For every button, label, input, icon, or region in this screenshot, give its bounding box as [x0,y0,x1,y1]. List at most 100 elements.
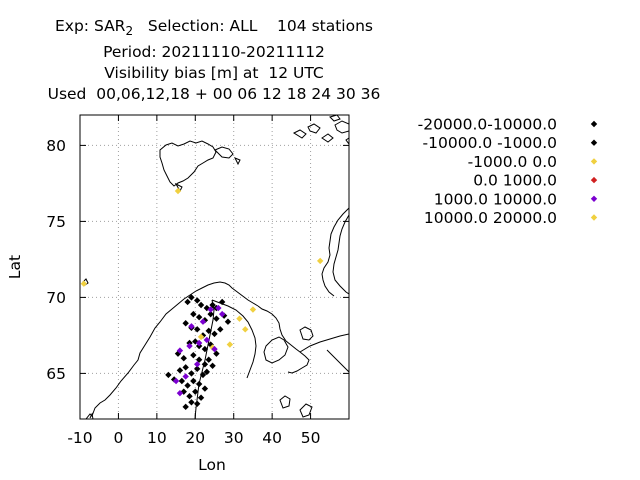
data-point [207,310,214,318]
data-point [188,294,195,301]
data-point [316,257,324,265]
legend-label: 0.0 1000.0 [473,172,557,190]
data-point [249,306,257,313]
legend-marker [590,120,598,128]
legend-marker [590,214,598,221]
data-point [190,377,197,385]
data-point [184,298,191,306]
data-point [194,365,201,373]
data-point [211,330,218,338]
data-point [195,339,203,347]
data-point [176,389,184,397]
data-point [165,371,172,379]
data-point [201,385,209,392]
y-tick-label: 80 [46,137,66,155]
grid [79,115,349,419]
data-point [213,350,220,357]
y-tick-label: 70 [46,289,66,307]
data-point [205,327,212,335]
data-point [194,400,201,407]
data-point [209,301,216,309]
data-point [172,377,180,385]
data-point [195,380,203,388]
title-exp-subscript: 2 [125,24,134,39]
data-point [188,370,195,377]
data-point [213,315,220,322]
x-tick-label: 20 [185,429,205,447]
data-point [201,361,209,368]
x-tick-label: 50 [301,429,321,447]
data-point [195,356,203,363]
data-point [188,323,195,330]
x-tick-label: -10 [67,429,92,447]
data-point [80,280,88,287]
data-point [194,326,201,333]
data-point [174,350,182,357]
legend-label: 1000.0 10000.0 [434,190,557,208]
plot-frame [79,114,350,420]
data-point [176,367,184,374]
data-point [182,320,189,327]
data-point [226,341,234,348]
data-point [203,336,211,344]
data-point [218,298,226,306]
data-point [199,371,207,379]
data-point [194,361,201,368]
legend-label: -10000.0 -1000.0 [423,134,557,152]
chart-title: Exp: SAR2 Selection: ALL 104 stations Pe… [0,16,428,105]
data-point [186,393,193,400]
title-line-4: Used 00,06,12,18 + 00 06 12 18 24 30 36 [47,85,381,104]
data-points [80,187,324,411]
legend-label: -1000.0 0.0 [468,153,557,171]
data-point [236,315,243,322]
title-line-2: Period: 20211110-20211112 [103,43,325,62]
coastline-map [82,115,349,419]
legend-marker [590,195,598,202]
axes: -10 0 10 20 30 40 50 65 70 75 80 [46,115,349,447]
legend-label: -20000.0-10000.0 [418,116,557,134]
legend-marker [590,139,598,146]
data-point [220,312,228,319]
y-axis-label: Lat [6,255,24,279]
title-exp: Exp: SAR [55,17,126,35]
data-point [192,388,199,395]
data-point [176,347,184,354]
data-point [182,403,189,411]
legend-marker [590,158,598,165]
data-point [203,368,211,376]
data-point [207,306,214,313]
legend-label: 10000.0 20000.0 [424,209,557,227]
data-point [190,310,197,318]
data-point [190,351,197,359]
y-tick-label: 65 [46,365,66,383]
data-point [197,394,205,401]
x-axis-label: Lon [198,456,226,474]
y-tick-label: 75 [46,213,66,231]
data-point [194,297,201,304]
x-tick-label: 0 [113,429,123,447]
data-point [201,345,209,353]
data-point [178,377,186,385]
data-point [188,399,195,406]
data-point [209,362,216,369]
data-point [218,310,226,318]
data-point [182,364,189,371]
data-point [199,318,207,325]
data-point [184,382,191,389]
data-point [182,373,189,380]
data-point [174,187,182,195]
x-tick-label: 10 [147,429,167,447]
title-selection: Selection: ALL 104 stations [133,17,373,35]
data-point [215,304,222,312]
x-tick-label: 30 [224,429,244,447]
data-point [195,313,203,321]
data-point [224,318,232,325]
title-line-1: Exp: SAR2 Selection: ALL 104 stations [0,16,428,42]
data-point [180,355,187,362]
data-point [186,342,193,350]
data-point [242,326,249,333]
data-point [205,356,212,363]
data-point [197,301,205,309]
x-tick-label: 40 [262,429,282,447]
